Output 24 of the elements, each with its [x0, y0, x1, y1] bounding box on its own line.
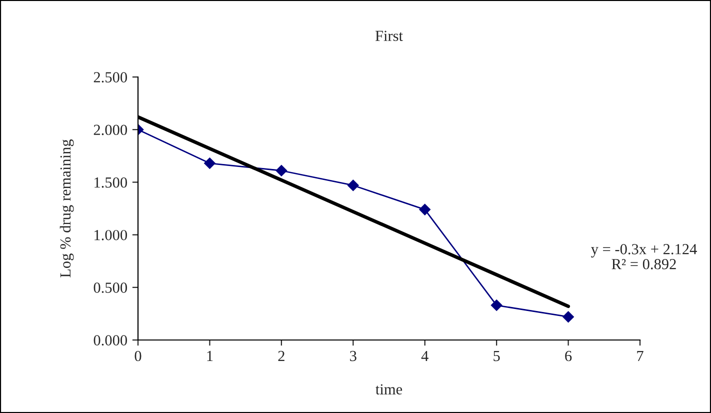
- point: [419, 204, 430, 216]
- y-tick-label: 1.500: [94, 177, 127, 188]
- x-tick-label: 5: [494, 351, 500, 362]
- x-axis-title: time: [376, 384, 402, 394]
- y-axis-title: Log % drug remaining: [60, 139, 74, 278]
- chart-title: First: [375, 30, 403, 42]
- y-tick-label: 0.500: [94, 282, 127, 293]
- y-tick-label: 2.500: [94, 72, 127, 83]
- point: [276, 165, 288, 176]
- x-tick-label: 2: [278, 350, 284, 362]
- x-tick-label: 0: [134, 350, 142, 362]
- point: [348, 180, 359, 191]
- x-tick-label: 4: [421, 350, 428, 362]
- x-tick-label: 7: [637, 351, 644, 362]
- x-tick-label: 3: [350, 350, 356, 362]
- y-tick-label: 0.000: [94, 335, 127, 346]
- x-tick-label: 1: [207, 350, 213, 362]
- annotation: y = -0.3x + 2.124 R² = 0.892: [591, 244, 697, 270]
- y-tick-label: 1.000: [94, 230, 127, 240]
- point: [490, 300, 502, 311]
- point: [562, 311, 574, 322]
- y-tick-label: 2.000: [94, 124, 127, 136]
- point: [204, 158, 216, 169]
- x-tick-label: 6: [565, 350, 572, 362]
